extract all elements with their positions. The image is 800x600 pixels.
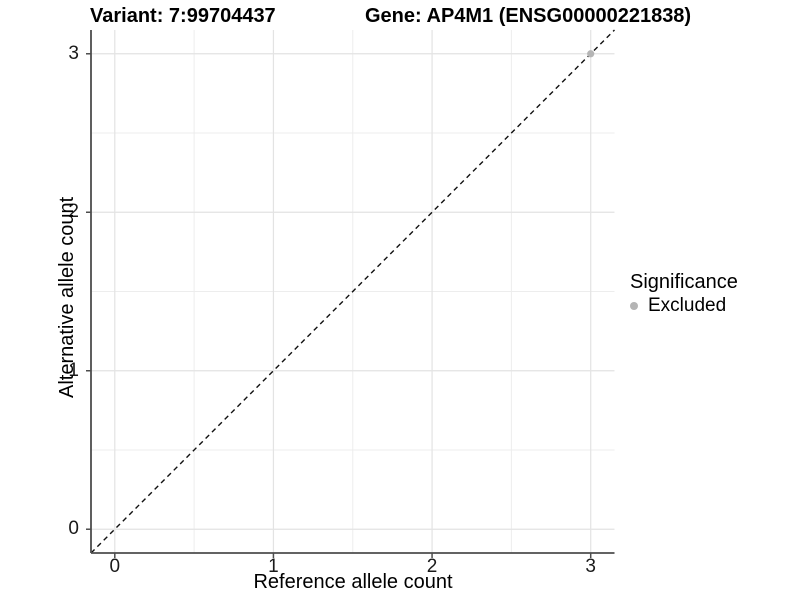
y-tick-label: 1 — [68, 359, 79, 381]
x-tick-label: 2 — [426, 556, 438, 577]
gene-title: Gene: AP4M1 (ENSG00000221838) — [365, 5, 692, 27]
y-tick-label: 0 — [68, 518, 79, 540]
legend-title: Significance — [630, 271, 738, 293]
legend-items: Excluded — [630, 294, 738, 318]
y-tick-label: 3 — [68, 42, 79, 64]
y-axis-title: Alternative allele count — [56, 196, 78, 398]
y-tick-label: 2 — [68, 201, 79, 223]
legend-item: Excluded — [630, 294, 738, 318]
x-tick-label: 1 — [268, 556, 279, 577]
x-axis-title: Reference allele count — [253, 571, 453, 593]
data-point — [587, 50, 595, 58]
legend-label: Excluded — [648, 295, 727, 316]
x-tick-label: 0 — [109, 556, 121, 577]
legend: Significance Excluded — [630, 270, 738, 318]
legend-point-icon — [630, 302, 638, 310]
x-tick-label: 3 — [585, 556, 596, 577]
variant-title: Variant: 7:99704437 — [90, 5, 276, 27]
identity-dashed-line — [90, 29, 615, 554]
